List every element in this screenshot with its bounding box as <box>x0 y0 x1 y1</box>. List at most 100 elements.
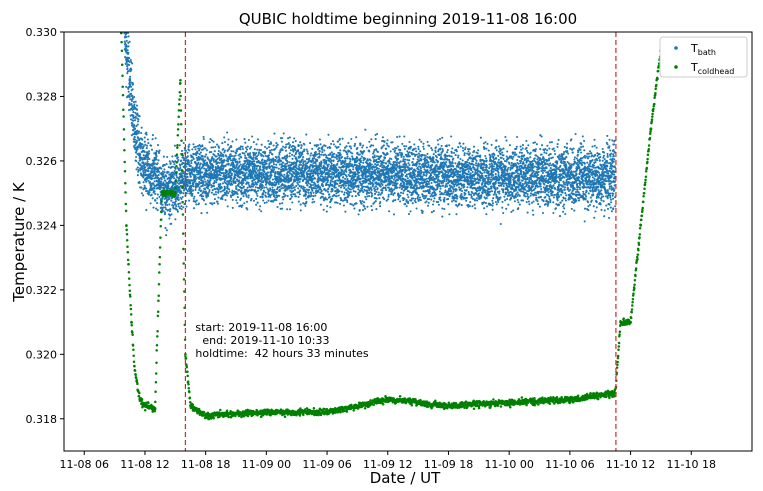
data-point-bath <box>399 200 402 203</box>
data-point-bath <box>185 205 188 208</box>
data-point-bath <box>329 146 332 149</box>
data-point-bath <box>391 141 394 144</box>
data-point-bath <box>324 175 327 178</box>
data-point-bath <box>363 201 366 204</box>
data-point-bath <box>202 181 205 184</box>
data-point-bath <box>300 146 303 150</box>
data-point-bath <box>274 160 277 163</box>
data-point-bath <box>260 143 263 146</box>
data-point-bath <box>247 181 250 184</box>
data-point-bath <box>256 189 260 192</box>
data-point-bath <box>226 160 230 163</box>
data-point-bath <box>305 158 308 161</box>
data-point-bath <box>368 194 371 198</box>
data-point-bath <box>426 204 430 207</box>
data-point-bath <box>133 124 136 127</box>
data-point-bath <box>339 186 343 189</box>
data-point-bath <box>127 70 130 73</box>
data-point-bath <box>255 203 258 206</box>
data-point-bath <box>333 152 336 155</box>
data-point-bath <box>141 156 144 160</box>
data-point-bath <box>434 151 437 154</box>
data-point-bath <box>219 183 222 186</box>
data-point-bath <box>199 189 203 192</box>
data-point-bath <box>190 188 193 191</box>
data-point-bath <box>357 184 360 187</box>
data-point-bath <box>167 185 170 188</box>
data-point-bath <box>349 158 352 161</box>
data-point-bath <box>264 191 267 194</box>
data-point-bath <box>278 194 281 197</box>
data-point-bath <box>160 171 163 175</box>
data-point-bath <box>213 202 216 205</box>
data-point-bath <box>312 195 315 198</box>
data-point-bath <box>281 136 284 140</box>
data-point-bath <box>407 202 410 205</box>
data-point-bath <box>371 168 374 171</box>
data-point-bath <box>163 213 166 216</box>
data-point-bath <box>360 155 363 158</box>
data-point-bath <box>136 166 139 169</box>
data-point-bath <box>414 201 417 204</box>
data-point-bath <box>189 175 192 178</box>
data-point-bath <box>138 181 141 185</box>
data-point-bath <box>397 154 400 157</box>
data-point-bath <box>162 210 165 213</box>
data-point-bath <box>165 229 168 232</box>
data-point-bath <box>336 182 339 186</box>
data-point-bath <box>232 161 235 164</box>
data-point-bath <box>230 176 233 179</box>
data-point-bath <box>245 150 248 153</box>
data-point-bath <box>385 178 388 181</box>
data-point-bath <box>320 161 323 164</box>
data-point-bath <box>417 148 420 151</box>
data-point-bath <box>418 196 422 199</box>
data-point-bath <box>409 210 412 213</box>
data-point-bath <box>286 155 289 158</box>
data-point-bath <box>130 99 133 103</box>
data-point-bath <box>182 156 185 160</box>
data-point-bath <box>180 191 183 194</box>
data-point-bath <box>291 174 294 177</box>
data-point-bath <box>370 192 373 195</box>
data-point-bath <box>223 136 226 139</box>
data-point-bath <box>288 144 292 147</box>
data-point-bath <box>288 161 291 164</box>
data-point-bath <box>325 210 328 213</box>
data-point-bath <box>389 150 392 153</box>
data-point-bath <box>303 186 306 189</box>
data-point-bath <box>282 161 285 164</box>
data-point-bath <box>427 160 430 164</box>
data-point-bath <box>302 162 305 165</box>
data-point-bath <box>409 145 413 148</box>
data-point-bath <box>362 161 365 164</box>
data-point-bath <box>168 203 171 206</box>
data-point-bath <box>337 168 340 172</box>
data-point-bath <box>159 188 162 191</box>
data-point-bath <box>239 197 243 200</box>
x-axis-label: Date / UT <box>370 469 441 487</box>
data-point-bath <box>255 143 258 146</box>
data-point-bath <box>361 177 364 180</box>
data-point-bath <box>419 150 422 153</box>
data-point-bath <box>231 198 234 201</box>
data-point-bath <box>158 195 161 198</box>
data-point-bath <box>167 166 170 169</box>
data-point-bath <box>256 157 259 161</box>
data-point-bath <box>392 213 396 216</box>
data-point-bath <box>293 137 296 140</box>
data-point-bath <box>185 165 188 168</box>
data-point-bath <box>339 143 342 146</box>
data-point-bath <box>137 168 140 171</box>
data-point-bath <box>428 192 431 195</box>
data-point-bath <box>297 183 300 186</box>
data-point-bath <box>363 150 366 153</box>
series-bath <box>123 31 617 237</box>
data-point-bath <box>197 147 200 150</box>
data-point-bath <box>284 145 287 149</box>
data-point-bath <box>349 175 352 178</box>
data-point-bath <box>248 166 251 169</box>
data-point-bath <box>314 150 317 154</box>
data-point-bath <box>357 213 360 216</box>
